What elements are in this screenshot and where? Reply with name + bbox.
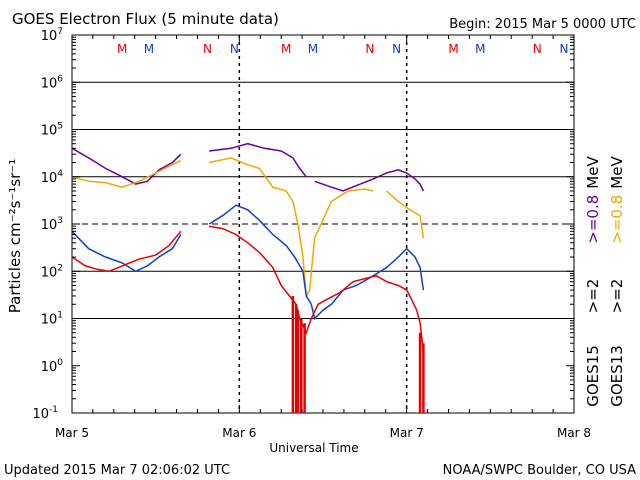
day-boundary-markers bbox=[238, 35, 408, 413]
legend-goes13: GOES13 bbox=[608, 345, 626, 407]
x-axis-label: Universal Time bbox=[269, 441, 358, 455]
y-tick-label: 105 bbox=[41, 122, 63, 139]
x-tick-label: Mar 8 bbox=[557, 426, 591, 440]
chart-title: GOES Electron Flux (5 minute data) bbox=[12, 10, 279, 28]
y-tick-label: 103 bbox=[41, 216, 63, 233]
legend-ge2-blue: >=2 bbox=[584, 279, 602, 314]
y-tick-label: 104 bbox=[41, 169, 64, 186]
marker-label: M bbox=[308, 42, 318, 56]
x-axis-ticks: Mar 5 Mar 6 Mar 7 Mar 8 bbox=[55, 35, 591, 440]
x-tick-label: Mar 7 bbox=[390, 426, 424, 440]
credit-text: NOAA/SWPC Boulder, CO USA bbox=[443, 463, 636, 478]
marker-label: M bbox=[144, 42, 154, 56]
series-line bbox=[314, 169, 425, 192]
series-line bbox=[209, 225, 425, 352]
begin-date: Begin: 2015 Mar 5 0000 UTC bbox=[449, 17, 636, 32]
legend-mev-purple: >=0.8MeV bbox=[584, 156, 602, 244]
marker-label: N bbox=[392, 42, 401, 56]
marker-label: M bbox=[117, 42, 127, 56]
marker-label: N bbox=[533, 42, 542, 56]
series-line bbox=[71, 147, 182, 185]
legend-goes15: GOES15 bbox=[584, 345, 602, 407]
y-tick-label: 107 bbox=[41, 27, 63, 44]
x-tick-label: Mar 6 bbox=[222, 426, 256, 440]
y-tick-label: 101 bbox=[41, 311, 63, 328]
y-axis-label: Particles cm⁻²s⁻¹sr⁻¹ bbox=[6, 159, 24, 313]
legend-mev-orange: >=0.8MeV bbox=[608, 156, 626, 244]
marker-label: M bbox=[448, 42, 458, 56]
series-line bbox=[386, 190, 425, 239]
y-axis-ticks: 107 106 105 104 103 102 101 100 10-1 bbox=[32, 27, 574, 422]
marker-label: N bbox=[365, 42, 374, 56]
marker-label: M bbox=[475, 42, 485, 56]
right-legend: >=0.8MeV >=0.8MeV >=2 >=2 GOES15 GOES13 bbox=[584, 156, 626, 407]
series-line bbox=[209, 142, 307, 178]
legend-ge2-red: >=2 bbox=[608, 279, 626, 314]
marker-label: M bbox=[281, 42, 291, 56]
marker-label: N bbox=[559, 42, 568, 56]
series-line bbox=[71, 230, 182, 273]
data-series bbox=[71, 142, 425, 413]
y-tick-label: 106 bbox=[41, 74, 64, 91]
series-line bbox=[71, 159, 182, 188]
updated-timestamp: Updated 2015 Mar 7 02:06:02 UTC bbox=[4, 463, 230, 478]
series-line bbox=[208, 204, 425, 320]
y-tick-label: 102 bbox=[41, 263, 63, 280]
y-tick-label: 100 bbox=[41, 358, 64, 375]
marker-label: N bbox=[203, 42, 212, 56]
series-line bbox=[209, 157, 374, 299]
grid-lines bbox=[72, 81, 574, 319]
marker-label: N bbox=[230, 42, 239, 56]
series-line bbox=[71, 230, 182, 273]
y-tick-label: 10-1 bbox=[32, 405, 58, 422]
x-tick-label: Mar 5 bbox=[55, 426, 89, 440]
